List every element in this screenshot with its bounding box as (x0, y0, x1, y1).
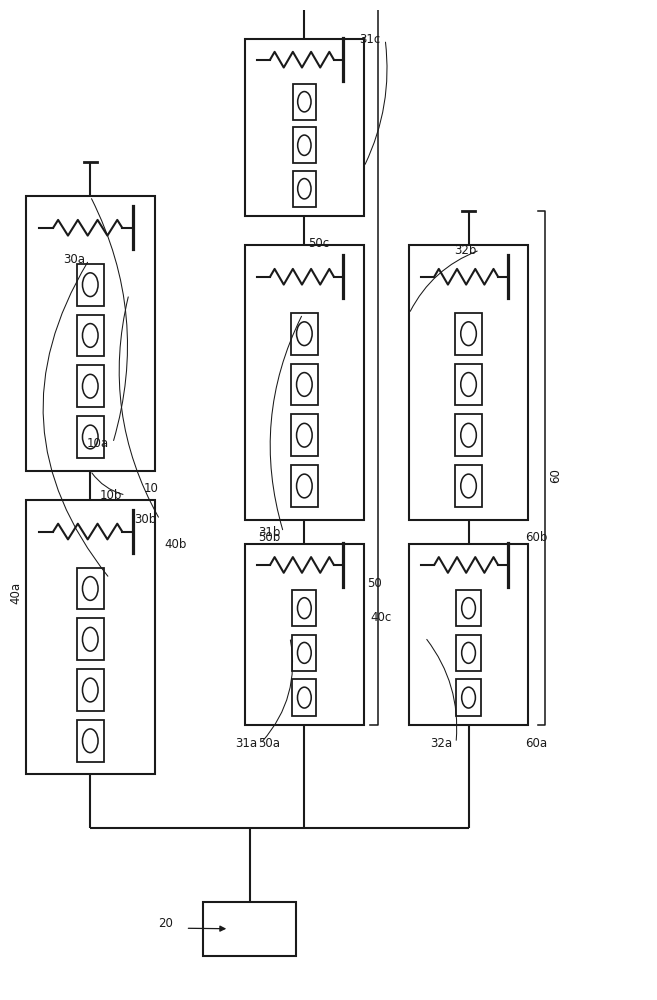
Text: 40a: 40a (9, 582, 22, 604)
Bar (77, 365, 104, 407)
Bar (77, 264, 104, 306)
Bar (409, 245, 528, 520)
Text: 31c: 31c (359, 33, 380, 46)
Text: 50b: 50b (258, 531, 280, 544)
Bar (457, 635, 480, 671)
Bar (290, 414, 318, 456)
Bar (455, 465, 482, 507)
Text: 60: 60 (549, 468, 562, 483)
Text: 60b: 60b (525, 531, 547, 544)
Bar (292, 635, 317, 671)
Bar (290, 313, 318, 355)
Text: 40c: 40c (371, 611, 392, 624)
Bar (290, 364, 318, 405)
Bar (455, 414, 482, 456)
Bar (455, 364, 482, 405)
Text: 10b: 10b (100, 489, 122, 502)
Text: 30b: 30b (134, 513, 156, 526)
Text: 10: 10 (144, 482, 158, 495)
Bar (455, 313, 482, 355)
Bar (26, 500, 154, 774)
Bar (245, 544, 364, 725)
Text: 30a: 30a (63, 253, 85, 266)
Text: 10a: 10a (87, 437, 109, 450)
Bar (77, 416, 104, 458)
Bar (292, 679, 317, 716)
Text: 20: 20 (158, 917, 173, 930)
Bar (77, 568, 104, 609)
Text: 60a: 60a (525, 737, 547, 750)
Bar (292, 84, 316, 120)
Text: 40b: 40b (164, 538, 187, 551)
Text: 50: 50 (367, 577, 382, 590)
Bar (245, 39, 364, 216)
Bar (457, 590, 480, 626)
Bar (203, 902, 296, 956)
Bar (77, 720, 104, 762)
Bar (292, 590, 317, 626)
Text: 31b: 31b (258, 526, 280, 539)
Text: 31a: 31a (235, 737, 258, 750)
Text: 50c: 50c (308, 237, 329, 250)
Text: 32a: 32a (430, 737, 453, 750)
Bar (245, 245, 364, 520)
Bar (77, 315, 104, 356)
Bar (290, 465, 318, 507)
Bar (409, 544, 528, 725)
Bar (77, 618, 104, 660)
Bar (292, 127, 316, 163)
Bar (292, 171, 316, 207)
Bar (77, 669, 104, 711)
Bar (26, 196, 154, 471)
Text: 32b: 32b (454, 244, 476, 257)
Text: 50a: 50a (258, 737, 280, 750)
Bar (457, 679, 480, 716)
